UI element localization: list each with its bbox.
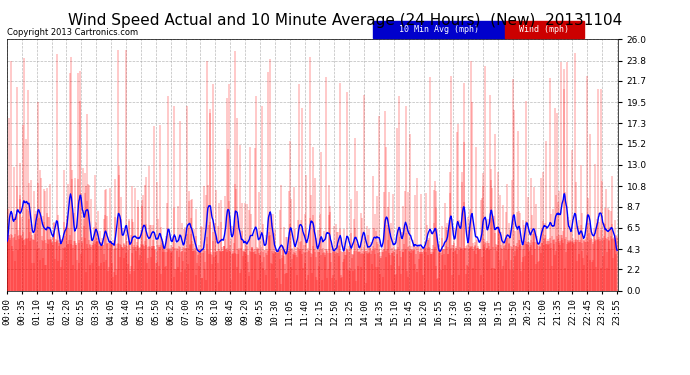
Bar (373, 21, 504, 38)
Text: 10 Min Avg (mph): 10 Min Avg (mph) (399, 25, 479, 34)
Text: Wind Speed Actual and 10 Minute Average (24 Hours)  (New)  20131104: Wind Speed Actual and 10 Minute Average … (68, 13, 622, 28)
Bar (504, 21, 584, 38)
Text: Copyright 2013 Cartronics.com: Copyright 2013 Cartronics.com (7, 28, 138, 37)
Text: Wind (mph): Wind (mph) (520, 25, 569, 34)
